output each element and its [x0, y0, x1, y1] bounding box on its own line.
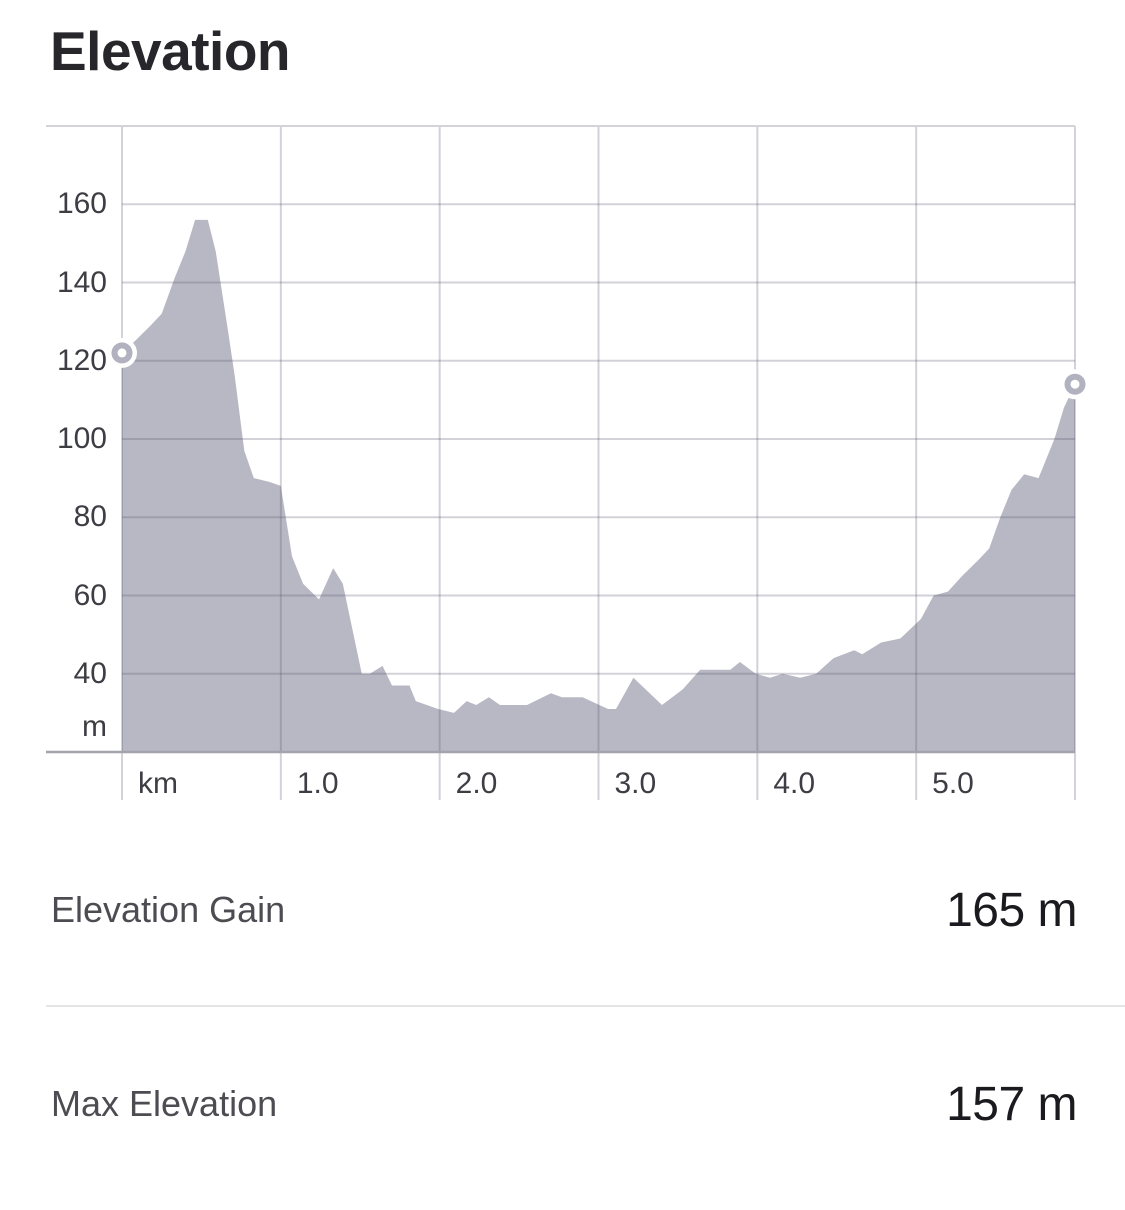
max-elevation-label: Max Elevation — [51, 1083, 278, 1124]
elevation-profile-plot[interactable] — [0, 0, 1125, 830]
y-tick-label: 140 — [56, 265, 107, 299]
end-marker-hole — [1070, 379, 1080, 389]
x-tick-label: 3.0 — [614, 767, 657, 800]
y-tick-label: 100 — [56, 422, 107, 455]
elevation-chart: 160 140 120 100 80 60 40 m km 1.0 2.0 3.0 4.0 5.0 — [0, 0, 1125, 830]
y-tick-label: 40 — [73, 656, 107, 690]
chart-title: Elevation — [50, 20, 291, 82]
x-tick-label: 2.0 — [455, 767, 498, 800]
x-tick-label: 1.0 — [296, 767, 339, 800]
y-tick-label: 160 — [56, 187, 107, 221]
start-marker-hole — [117, 348, 127, 358]
y-tick-label: 80 — [73, 500, 107, 534]
elevation-gain-label: Elevation Gain — [51, 889, 286, 930]
x-tick-label: 5.0 — [932, 767, 974, 800]
stats-divider — [46, 1005, 1125, 1007]
y-tick-label: 120 — [56, 343, 107, 377]
max-elevation-value: 157 m — [946, 1078, 1077, 1131]
elevation-area — [122, 219, 1075, 752]
elevation-gain-value: 165 m — [946, 884, 1077, 937]
y-tick-label: m — [82, 709, 107, 743]
y-tick-label: 60 — [73, 578, 107, 612]
x-tick-label: km — [138, 767, 178, 800]
x-tick-label: 4.0 — [773, 767, 816, 800]
